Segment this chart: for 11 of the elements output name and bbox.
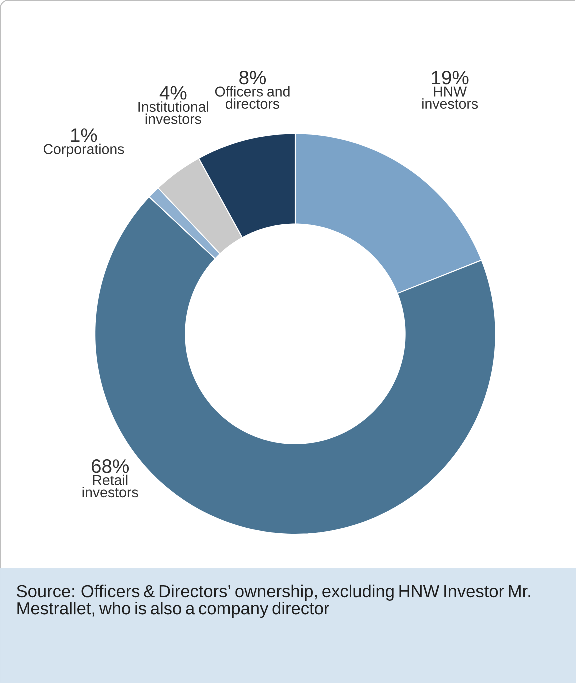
data-label: 68% bbox=[92, 460, 129, 474]
data-label: 4% bbox=[160, 86, 187, 100]
slice-label: Institutional investors bbox=[138, 102, 208, 124]
source-note: Source: Officers & Directors’ ownership, excluding HNW Investor Mr. Mestrallet, who is also a company director bbox=[16, 584, 530, 618]
data-label: 19% bbox=[432, 70, 469, 85]
data-label: 8% bbox=[240, 70, 266, 85]
slice-label: HNW investors bbox=[422, 86, 478, 110]
slice-label: Officers and directors bbox=[215, 86, 290, 110]
slice-label: Retail investors bbox=[82, 474, 138, 498]
data-label: 1% bbox=[71, 128, 98, 142]
slice-label: Corporations bbox=[44, 144, 124, 158]
